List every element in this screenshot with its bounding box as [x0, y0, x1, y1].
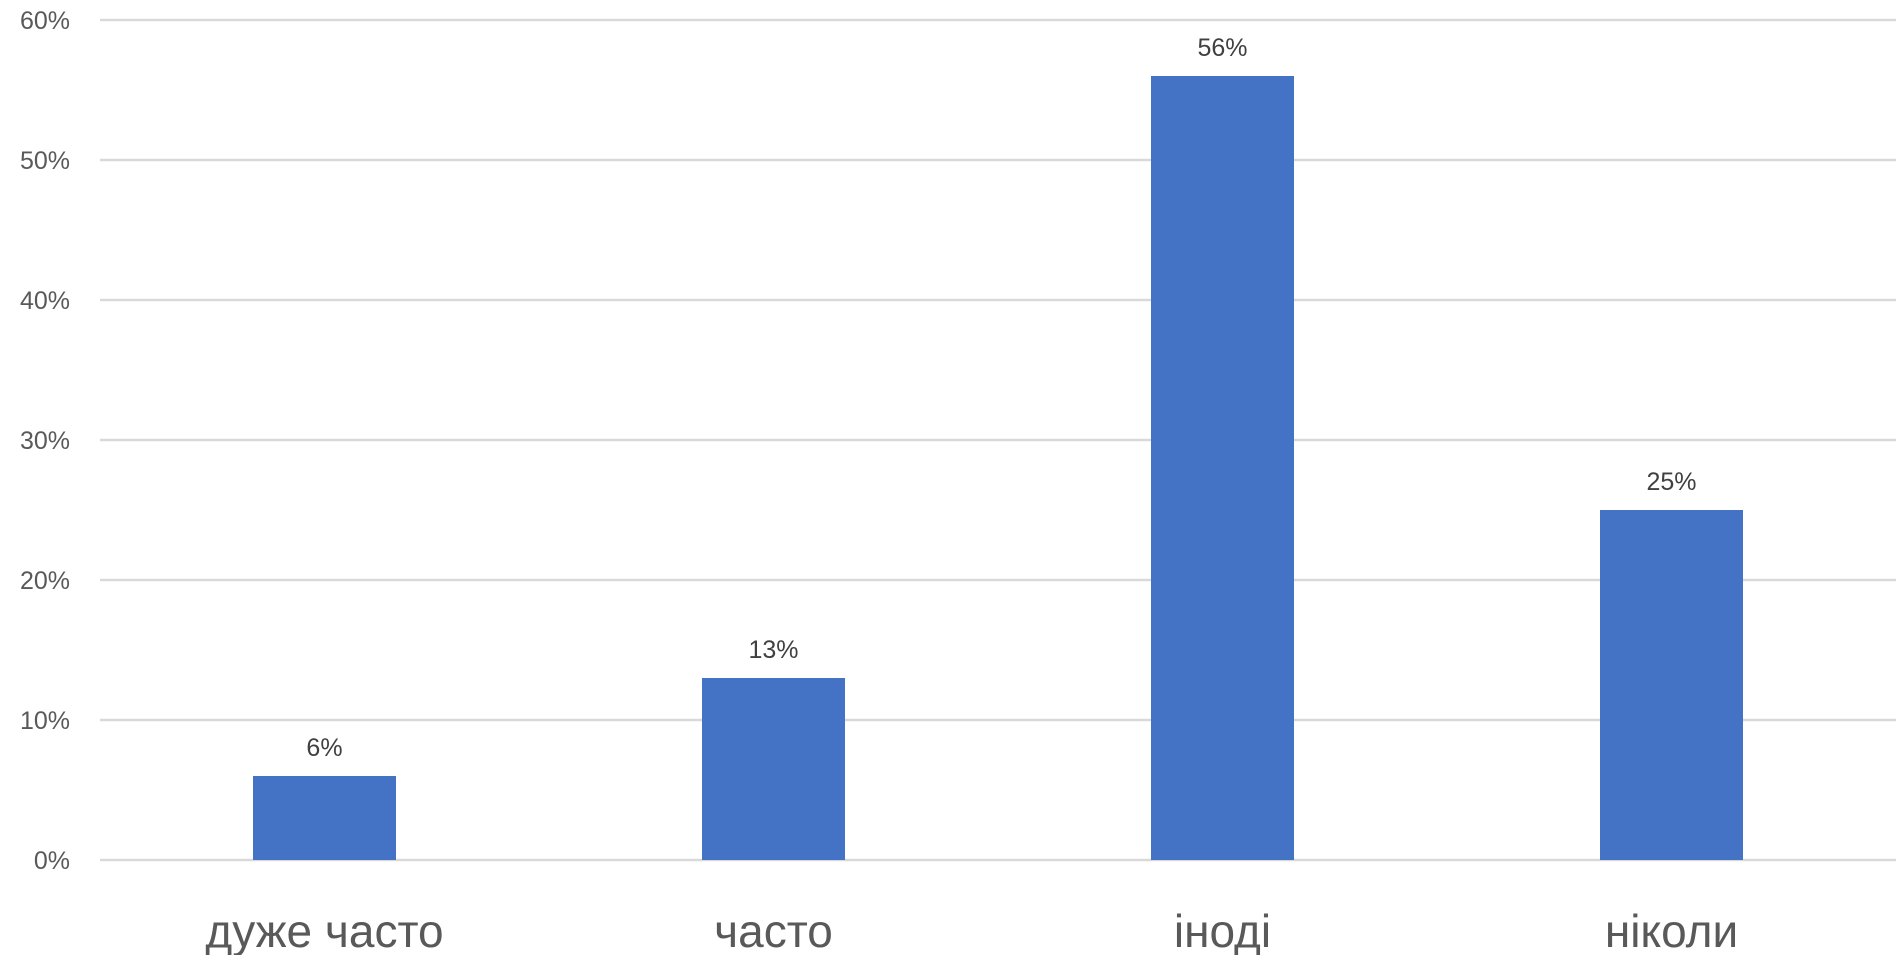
- y-tick-label: 30%: [20, 427, 70, 455]
- data-label: 56%: [1197, 34, 1247, 62]
- y-tick-label: 60%: [20, 7, 70, 35]
- x-category-label: іноді: [1174, 905, 1271, 955]
- bar: [1600, 510, 1743, 860]
- y-tick-label: 0%: [34, 847, 70, 875]
- y-tick-label: 10%: [20, 707, 70, 735]
- x-category-label: ніколи: [1605, 905, 1738, 955]
- bar: [253, 776, 396, 860]
- y-tick-label: 20%: [20, 567, 70, 595]
- data-labels: 6% 13% 56% 25%: [306, 34, 1696, 762]
- y-tick-label: 40%: [20, 287, 70, 315]
- x-category-label: дуже часто: [205, 905, 443, 955]
- x-category-label: часто: [714, 905, 833, 955]
- data-label: 13%: [748, 636, 798, 664]
- y-tick-label: 50%: [20, 147, 70, 175]
- x-axis-category-labels: дуже часто часто іноді ніколи: [205, 905, 1738, 957]
- bar: [1151, 76, 1294, 860]
- bars: [253, 76, 1743, 860]
- bar: [702, 678, 845, 860]
- gridlines: [100, 18, 1896, 862]
- data-label: 6%: [306, 734, 342, 762]
- data-label: 25%: [1646, 468, 1696, 496]
- y-axis-tick-labels: 0% 10% 20% 30% 40% 50% 60%: [20, 7, 70, 875]
